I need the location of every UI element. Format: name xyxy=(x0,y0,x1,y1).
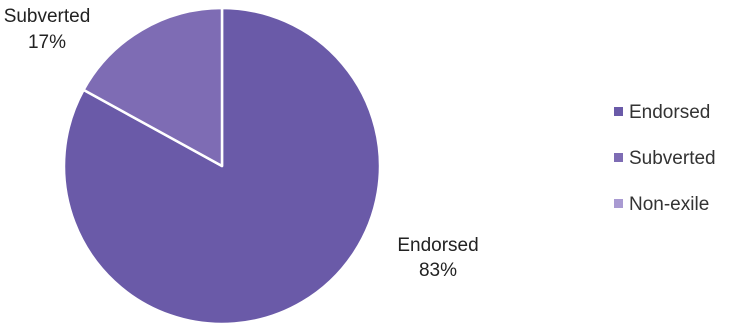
data-label-endorsed-value: 83% xyxy=(419,260,457,281)
legend-item-non-exile: Non-exile xyxy=(614,194,709,215)
pie-slice-subverted xyxy=(82,6,224,168)
legend-swatch-subverted xyxy=(614,153,623,162)
data-label-endorsed: Endorsed 83% xyxy=(397,235,478,281)
legend-label-subverted: Subverted xyxy=(629,148,716,169)
legend-label-non-exile: Non-exile xyxy=(629,194,709,215)
data-label-subverted-value: 17% xyxy=(28,32,66,53)
legend: Endorsed Subverted Non-exile xyxy=(614,102,716,215)
legend-swatch-endorsed xyxy=(614,107,623,116)
legend-item-subverted: Subverted xyxy=(614,148,716,169)
legend-label-endorsed: Endorsed xyxy=(629,102,710,123)
legend-swatch-non-exile xyxy=(614,199,623,208)
data-label-endorsed-name: Endorsed xyxy=(397,235,478,256)
pie-slices xyxy=(62,6,382,323)
data-label-subverted: Subverted 17% xyxy=(4,6,91,53)
data-label-subverted-name: Subverted xyxy=(4,6,91,27)
legend-item-endorsed: Endorsed xyxy=(614,102,710,123)
